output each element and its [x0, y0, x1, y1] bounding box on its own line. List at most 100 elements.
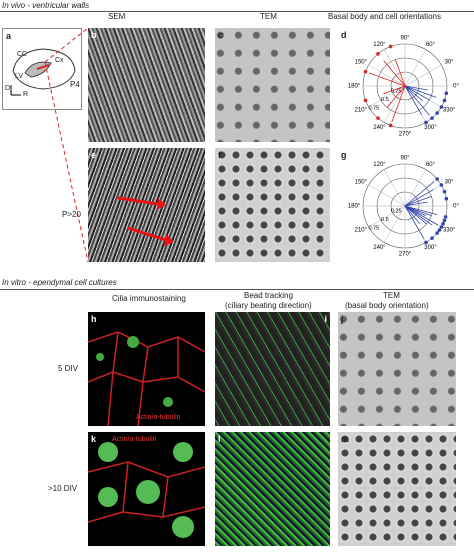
angle-label: 270°	[399, 132, 412, 138]
radius-label: 0.5	[381, 217, 389, 223]
angle-label: 0°	[453, 84, 459, 90]
orientation-dot	[388, 44, 393, 49]
panel-letter: j	[341, 314, 344, 324]
angle-label: 240°	[373, 245, 386, 251]
orientation-vector	[404, 205, 432, 217]
orientation-dot	[441, 221, 445, 226]
polar-spoke	[404, 169, 427, 207]
angle-label: 330°	[443, 228, 456, 234]
orientation-vector	[386, 85, 406, 108]
angle-label: 90°	[400, 36, 410, 42]
column-header: Cilia immunostaining	[112, 294, 186, 303]
orientation-dot	[439, 105, 444, 109]
panel-letter: b	[91, 30, 97, 40]
polar-spoke	[383, 49, 406, 87]
angle-label: 270°	[399, 252, 412, 258]
region-label: CC	[17, 51, 28, 58]
row-label: P4	[70, 80, 80, 89]
column-header: Basal body and cell orientations	[328, 12, 441, 21]
orientation-vector	[404, 205, 439, 226]
angle-label: 210°	[355, 108, 368, 114]
orientation-vector	[404, 205, 421, 224]
orientation-dot	[424, 240, 428, 245]
section-header: In vitro - ependymal cell cultures	[2, 278, 117, 287]
angle-label: 210°	[355, 228, 368, 234]
radius-label: 0.75	[368, 105, 379, 111]
stain-label: Actin/α-tubulin	[112, 436, 157, 443]
axis-label: D	[5, 85, 11, 92]
angle-label: 60°	[426, 42, 436, 48]
bead-image: i	[215, 312, 330, 426]
angle-label: 120°	[373, 162, 386, 168]
orientation-vector	[404, 85, 430, 101]
orientation-dot	[363, 98, 368, 103]
polar-spoke	[404, 49, 427, 87]
immunostaining-image: k Actin/α-tubulin	[88, 432, 205, 546]
polar-chart: 90° 60° 30° 0° 330° 300° 270° 240° 210° 180° 150° 1…	[348, 36, 460, 138]
orientation-dot	[435, 177, 439, 181]
angle-label: 300°	[424, 245, 437, 251]
column-header: (basal body orientation)	[345, 301, 429, 310]
section-header: In vivo - ventricular walls	[2, 1, 90, 10]
arrows	[117, 196, 174, 246]
orientation-vector	[383, 85, 406, 95]
orientation-dot	[444, 196, 449, 201]
angle-label: 150°	[355, 180, 368, 186]
panel-letter: l	[218, 434, 221, 444]
cilia-clusters	[88, 442, 205, 538]
orientation-dot	[424, 120, 428, 125]
radius-label: 0.5	[381, 97, 389, 103]
column-header: (ciliary beating direction)	[225, 301, 312, 310]
angle-label: 90°	[400, 156, 410, 162]
bead-image: l	[215, 432, 330, 546]
panel-letter: e	[91, 150, 97, 160]
row-label: >10 DIV	[48, 484, 78, 493]
divider	[0, 289, 474, 290]
orientation-vector	[404, 201, 428, 207]
panel-letter: a	[6, 31, 12, 41]
immunostaining-image: h Actin/α-tubulin	[88, 312, 205, 426]
polar-spoke	[404, 64, 442, 87]
orientation-dot	[363, 69, 368, 74]
polar-spoke	[383, 169, 406, 207]
radius-label: 0.75	[368, 225, 379, 231]
orientation-vector	[404, 205, 425, 240]
orientation-vector	[404, 205, 427, 225]
orientation-vector	[404, 195, 432, 207]
orientation-vector	[404, 205, 438, 215]
orientation-vector	[404, 189, 434, 207]
orientation-dot	[376, 116, 380, 120]
region-label: LV	[15, 73, 24, 80]
brain-schematic	[10, 48, 76, 96]
orientation-dot	[430, 236, 434, 240]
orientation-dot	[442, 98, 447, 103]
polar-chart: 90° 60° 30° 0° 330° 300° 270° 240° 210° 180° 150° 1…	[348, 156, 460, 258]
orientation-vector	[404, 85, 423, 102]
angle-label: 0°	[453, 204, 459, 210]
angle-label: 120°	[373, 42, 386, 48]
polar-spoke	[368, 184, 406, 207]
panel-letter: d	[341, 30, 347, 40]
orientation-vector	[404, 85, 437, 98]
brain-diagram: a CC Cx LV D R	[2, 28, 82, 110]
orientation-dot	[442, 189, 447, 194]
orientation-dot	[435, 111, 439, 115]
orientation-vector	[404, 85, 422, 115]
panel-letter: f	[218, 150, 221, 160]
polar-spoke	[383, 85, 406, 123]
panel-letter: i	[324, 314, 327, 324]
orientation-vector	[404, 85, 430, 116]
orientation-vector	[368, 72, 406, 87]
polar-plot: g 90° 60° 30° 0° 330° 300° 270° 240° 210° 180° 150°…	[338, 148, 472, 262]
orientation-vector	[404, 181, 435, 207]
orientation-dot	[439, 183, 444, 187]
radius-label: 0.25	[391, 89, 402, 95]
column-header: TEM	[260, 12, 277, 21]
column-header: TEM	[383, 291, 400, 300]
angle-label: 60°	[426, 162, 436, 168]
orientation-dot	[376, 52, 380, 56]
orientation-vector	[391, 85, 406, 123]
angle-label: 330°	[443, 108, 456, 114]
column-header: Bead tracking	[244, 291, 293, 300]
